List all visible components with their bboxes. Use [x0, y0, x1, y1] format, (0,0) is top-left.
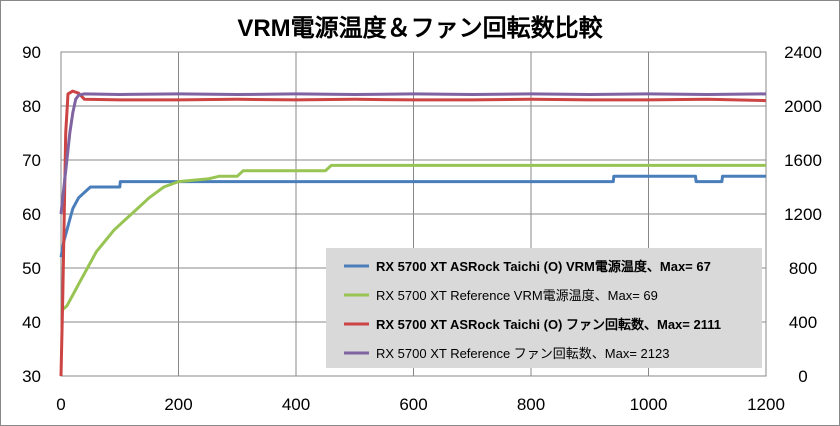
y-tick-label: 90 — [22, 43, 41, 62]
series-lines — [59, 89, 767, 377]
x-tick-label: 1200 — [747, 395, 785, 414]
legend-entry: RX 5700 XT ASRock Taichi (O) ファン回転数、Max=… — [376, 317, 721, 332]
series-line-2 — [59, 163, 766, 313]
x-tick-label: 800 — [517, 395, 545, 414]
legend-box — [326, 248, 762, 368]
series-line-4 — [59, 92, 767, 215]
y2-tick-label: 2000 — [784, 97, 822, 116]
y-tick-label: 60 — [22, 205, 41, 224]
tick-labels: 30 40 50 60 70 80 90 0 400 800 1200 1600 2000 2400 0 20… — [22, 43, 822, 414]
y-tick-label: 30 — [22, 367, 41, 386]
y-tick-label: 70 — [22, 151, 41, 170]
y2-tick-label: 2400 — [784, 43, 822, 62]
x-tick-label: 200 — [164, 395, 192, 414]
x-tick-label: 0 — [56, 395, 65, 414]
y-tick-label: 80 — [22, 97, 41, 116]
legend-entry: RX 5700 XT ASRock Taichi (O) VRM電源温度、Max… — [376, 259, 711, 274]
y-tick-label: 40 — [22, 313, 41, 332]
y2-tick-label: 400 — [789, 313, 817, 332]
x-tick-label: 400 — [282, 395, 310, 414]
x-tick-label: 600 — [399, 395, 427, 414]
series-line-3 — [59, 89, 767, 377]
y2-tick-label: 1600 — [784, 151, 822, 170]
chart-title: VRM電源温度＆ファン回転数比較 — [237, 14, 603, 42]
y2-tick-label: 1200 — [784, 205, 822, 224]
legend-entry: RX 5700 XT Reference VRM電源温度、Max= 69 — [376, 288, 658, 303]
x-tick-label: 1000 — [630, 395, 668, 414]
y2-tick-label: 800 — [789, 259, 817, 278]
series-line-1 — [59, 174, 766, 258]
legend: RX 5700 XT ASRock Taichi (O) VRM電源温度、Max… — [326, 248, 762, 368]
legend-entry: RX 5700 XT Reference ファン回転数、Max= 2123 — [376, 346, 669, 361]
y2-tick-label: 0 — [798, 367, 807, 386]
y-tick-label: 50 — [22, 259, 41, 278]
